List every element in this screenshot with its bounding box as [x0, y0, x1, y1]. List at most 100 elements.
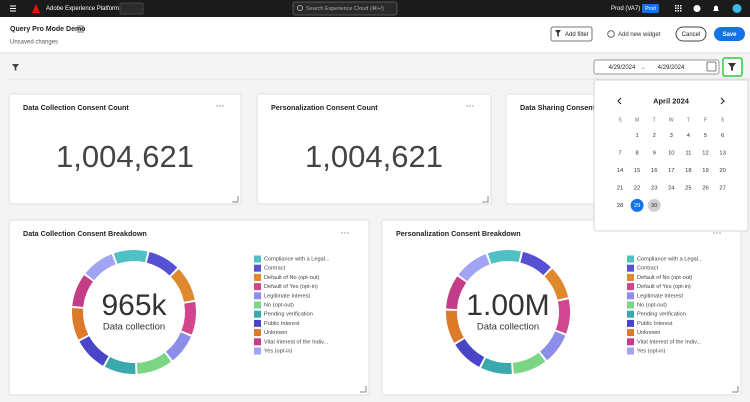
calendar-day[interactable]: 27 [719, 186, 725, 192]
donut-segment[interactable] [458, 254, 490, 282]
legend-swatch [254, 338, 261, 346]
calendar-day[interactable]: 8 [635, 150, 638, 156]
weekday: W [669, 117, 674, 123]
menu-icon[interactable] [10, 5, 16, 12]
donut-segment[interactable] [146, 251, 178, 276]
donut-segment[interactable] [72, 308, 89, 340]
legend-swatch [627, 292, 634, 300]
card-value: 1,004,621 [305, 139, 443, 174]
apps-icon[interactable] [675, 5, 682, 12]
donut-segment[interactable] [520, 251, 551, 276]
calendar-day[interactable]: 21 [617, 186, 623, 192]
donut-segment[interactable] [136, 352, 172, 374]
help-icon[interactable] [693, 5, 701, 12]
save-button[interactable] [714, 27, 745, 41]
date-filter-icon [728, 63, 736, 71]
settings-icon[interactable] [77, 25, 84, 33]
calendar-day[interactable]: 16 [651, 168, 657, 174]
card-value: 1,004,621 [56, 139, 194, 174]
more-menu[interactable]: ⋯ [713, 227, 722, 237]
more-menu[interactable]: ⋯ [341, 227, 350, 237]
calendar-day[interactable]: 14 [617, 168, 624, 174]
calendar-day[interactable]: 9 [653, 150, 656, 156]
donut-segment[interactable] [512, 352, 546, 374]
search-box[interactable] [292, 1, 398, 16]
calendar-day[interactable]: 12 [702, 150, 708, 156]
calendar-day[interactable]: 13 [719, 150, 725, 156]
cancel-button[interactable] [675, 26, 707, 42]
more-menu[interactable]: ⋯ [466, 100, 475, 110]
calendar-day[interactable]: 25 [685, 186, 691, 192]
resize-handle [732, 386, 739, 393]
resize-handle [482, 196, 489, 203]
donut-segment[interactable] [446, 310, 464, 343]
next-month[interactable] [720, 97, 725, 105]
calendar-day[interactable]: 10 [668, 150, 674, 156]
calendar-day[interactable]: 3 [670, 133, 673, 139]
weekday: T [653, 117, 656, 123]
legend-label: Default of No (opt-out) [264, 275, 319, 281]
calendar-day[interactable]: 23 [651, 186, 657, 192]
filter-icon[interactable] [12, 64, 19, 71]
calendar-day[interactable]: 15 [634, 168, 640, 174]
calendar-day[interactable]: 26 [702, 186, 708, 192]
donut-segment[interactable] [72, 275, 93, 307]
donut-segment[interactable] [446, 276, 467, 310]
legend-swatch [254, 292, 261, 300]
calendar-day[interactable]: 17 [668, 168, 674, 174]
donut-segment[interactable] [165, 332, 191, 361]
calendar-day[interactable]: 18 [685, 168, 691, 174]
calendar-day[interactable]: 30 [651, 203, 657, 209]
calendar-day[interactable]: 4 [687, 133, 691, 139]
add-filter-button[interactable] [550, 26, 593, 42]
donut-segment[interactable] [544, 268, 569, 300]
calendar-day[interactable]: 22 [634, 186, 640, 192]
badge-label: Prod [645, 6, 656, 12]
calendar-day[interactable]: 24 [668, 186, 675, 192]
donut-segment[interactable] [79, 336, 109, 366]
adobe-logo[interactable] [32, 4, 40, 13]
calendar-day[interactable]: 7 [618, 150, 621, 156]
calendar-day[interactable]: 2 [653, 133, 656, 139]
donut-segment[interactable] [455, 338, 485, 367]
more-menu[interactable]: ⋯ [216, 100, 225, 110]
weekday: F [704, 117, 707, 123]
button-label: Save [722, 32, 737, 38]
legend-label: Pending verification [637, 312, 686, 318]
calendar-day[interactable]: 19 [702, 168, 708, 174]
calendar-day[interactable]: 6 [721, 133, 724, 139]
center-label: Data collection [477, 322, 539, 333]
donut-segment[interactable] [555, 299, 570, 334]
legend-swatch [627, 301, 634, 309]
calendar-day[interactable]: 5 [704, 133, 707, 139]
donut-segment[interactable] [104, 357, 136, 374]
calendar-day[interactable]: 1 [635, 133, 638, 139]
avatar[interactable] [732, 4, 742, 13]
donut-segment[interactable] [181, 301, 196, 335]
donut-segment[interactable] [85, 254, 116, 281]
legend-swatch [254, 310, 261, 318]
card-title: Data Collection Consent Breakdown [23, 229, 147, 238]
legend-label: Yes (opt-in) [637, 348, 666, 354]
donut-segment[interactable] [540, 331, 566, 361]
calendar-day[interactable]: 28 [617, 203, 623, 209]
calendar-day[interactable]: 29 [634, 203, 640, 209]
donut-segment[interactable] [487, 250, 521, 264]
status: Unsaved changes [10, 40, 58, 46]
legend-swatch [254, 301, 261, 309]
calendar-icon[interactable] [706, 61, 717, 72]
donut-segment[interactable] [170, 269, 195, 302]
legend-swatch [627, 255, 634, 263]
calendar-day[interactable]: 20 [719, 168, 725, 174]
donut-segment[interactable] [113, 249, 148, 264]
org-box[interactable] [119, 2, 144, 15]
calendar-day[interactable]: 11 [685, 150, 691, 156]
date-range-input[interactable] [593, 59, 720, 75]
prev-month[interactable] [617, 97, 622, 105]
bell-icon[interactable] [713, 5, 719, 12]
donut-segment[interactable] [481, 357, 512, 374]
legend-swatch [627, 283, 634, 291]
button-label: Cancel [682, 32, 701, 38]
legend-swatch [627, 264, 634, 272]
legend-label: Public Interest [637, 321, 673, 327]
